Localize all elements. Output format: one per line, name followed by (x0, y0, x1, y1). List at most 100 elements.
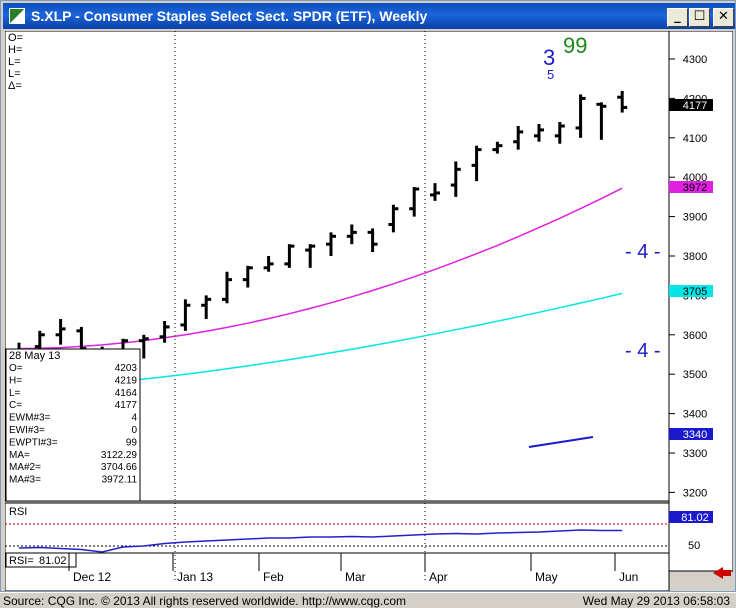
header-open: O= (8, 32, 23, 44)
price-axis[interactable] (668, 30, 734, 572)
ohlc-bar (159, 321, 170, 343)
ohlc-bar (534, 124, 544, 142)
ma3-line (18, 187, 623, 350)
window-title: S.XLP - Consumer Staples Select Sect. SP… (31, 8, 428, 24)
ohlc-bar (222, 271, 232, 304)
data-box-row-label: EWI#3= (9, 425, 45, 436)
header-high: H= (8, 44, 22, 56)
data-box-row-value: 3704.66 (101, 462, 138, 473)
data-box-row-label: L= (9, 388, 21, 399)
price-tick: 3800 (683, 251, 707, 263)
wave-label-upper: - 4 - (625, 241, 661, 263)
scroll-right-arrow-icon[interactable] (713, 567, 723, 579)
exhaustion-count: 99 (563, 33, 587, 58)
ohlc-bar (367, 228, 378, 253)
scroll-arrow-tail[interactable] (721, 570, 731, 576)
ohlc-bar (575, 94, 586, 138)
rsi-line (18, 529, 623, 553)
data-box-row-label: O= (9, 363, 23, 374)
data-box-row-label: MA= (9, 450, 30, 461)
ohlc-header: O= H= L= L= Δ= (8, 32, 23, 92)
data-box-row-value: 0 (131, 425, 137, 436)
wave-projection-line (528, 436, 594, 448)
time-label: Jun (619, 570, 638, 584)
ohlc-bar (409, 187, 420, 217)
rsi-label: RSI (9, 506, 27, 518)
ma2-flag (669, 285, 713, 297)
rsi-value-label: 81.02 (681, 512, 709, 524)
data-box-row-value: 4 (131, 413, 137, 424)
rsi-value-flag (669, 511, 713, 523)
header-low: L= (8, 56, 21, 68)
ohlc-bar (201, 295, 212, 320)
data-box-row-label: EWM#3= (9, 413, 51, 424)
maximize-button[interactable]: ☐ (689, 8, 710, 27)
price-tick: 3900 (683, 212, 707, 224)
data-box-row-value: 4203 (115, 363, 138, 374)
ohlc-bar (242, 265, 253, 288)
status-copyright: Source: CQG Inc. © 2013 All rights reser… (3, 594, 407, 608)
price-tick: 3600 (683, 330, 707, 342)
ohlc-bar (305, 244, 316, 268)
ohlc-bar (284, 244, 295, 268)
ohlc-bar (492, 141, 503, 154)
data-box-row-value: 3122.29 (101, 450, 138, 461)
minimize-button[interactable]: _ (667, 8, 688, 27)
rsi-tick-50: 50 (688, 540, 700, 552)
ohlc-bar (388, 204, 399, 233)
time-label: Mar (345, 570, 366, 584)
blue-line-flag (669, 428, 713, 440)
header-last: L= (8, 68, 21, 80)
rsi-readout-label: RSI= (9, 555, 34, 567)
ohlc-bar (346, 224, 357, 245)
time-label: Feb (263, 570, 284, 584)
rsi-panel[interactable] (4, 502, 670, 554)
price-tick: 3400 (683, 409, 707, 421)
ma3-value-label: 3972 (683, 182, 707, 194)
data-box (5, 348, 141, 502)
wave-count-small: 5 (547, 67, 554, 82)
current-price-flag (669, 99, 713, 111)
data-box-row-label: MA#2= (9, 462, 41, 473)
time-label: Apr (429, 570, 448, 584)
wave-label-lower: - 4 - (625, 340, 661, 362)
ohlc-bar (138, 334, 149, 359)
ohlc-bar (471, 145, 482, 182)
data-box-row-label: H= (9, 375, 22, 386)
chart-area[interactable]: O= H= L= L= Δ= 3 5 99 - 4 - - 4 - 430042… (4, 30, 734, 592)
status-bar: Source: CQG Inc. © 2013 All rights reser… (0, 592, 736, 608)
price-tick: 3300 (683, 448, 707, 460)
time-axis[interactable] (4, 552, 670, 592)
ma2-value-label: 3705 (683, 286, 707, 298)
data-box-row-value: 4164 (115, 388, 138, 399)
price-tick: 3200 (683, 487, 707, 499)
blue-line-value-label: 3340 (683, 429, 707, 441)
ohlc-bar (263, 256, 274, 272)
wave-count-large: 3 (543, 45, 555, 70)
rsi-readout-value: 81.02 (39, 555, 67, 567)
chart-window: S.XLP - Consumer Staples Select Sect. SP… (0, 0, 736, 592)
ohlc-bar (55, 319, 66, 345)
current-price-label: 4177 (683, 100, 707, 112)
price-tick: 4300 (683, 54, 707, 66)
price-tick: 3500 (683, 369, 707, 381)
time-label: Jan 13 (177, 570, 213, 584)
time-label: May (535, 570, 558, 584)
ohlc-bar (513, 125, 524, 150)
app-icon (9, 8, 25, 24)
status-timestamp: Wed May 29 2013 06:58:03 (582, 594, 730, 608)
data-box-row-label: C= (9, 400, 22, 411)
ohlc-bar (180, 299, 191, 331)
ohlc-bar (430, 183, 440, 201)
title-bar[interactable]: S.XLP - Consumer Staples Select Sect. SP… (3, 3, 735, 29)
header-delta: Δ= (8, 80, 22, 92)
ohlc-bar (617, 90, 628, 113)
price-tick: 4100 (683, 133, 707, 145)
close-button[interactable]: ✕ (713, 8, 734, 27)
ohlc-bar (450, 161, 461, 197)
ohlc-bar (326, 232, 336, 256)
data-box-rows: 28 May 13 O= 4203 H= 4219 L= 4164 C= 4177 EWM#3=… (9, 350, 137, 486)
data-box-row-value: 3972.11 (102, 475, 138, 486)
data-box-date: 28 May 13 (9, 350, 60, 362)
ma3-flag (669, 181, 713, 193)
